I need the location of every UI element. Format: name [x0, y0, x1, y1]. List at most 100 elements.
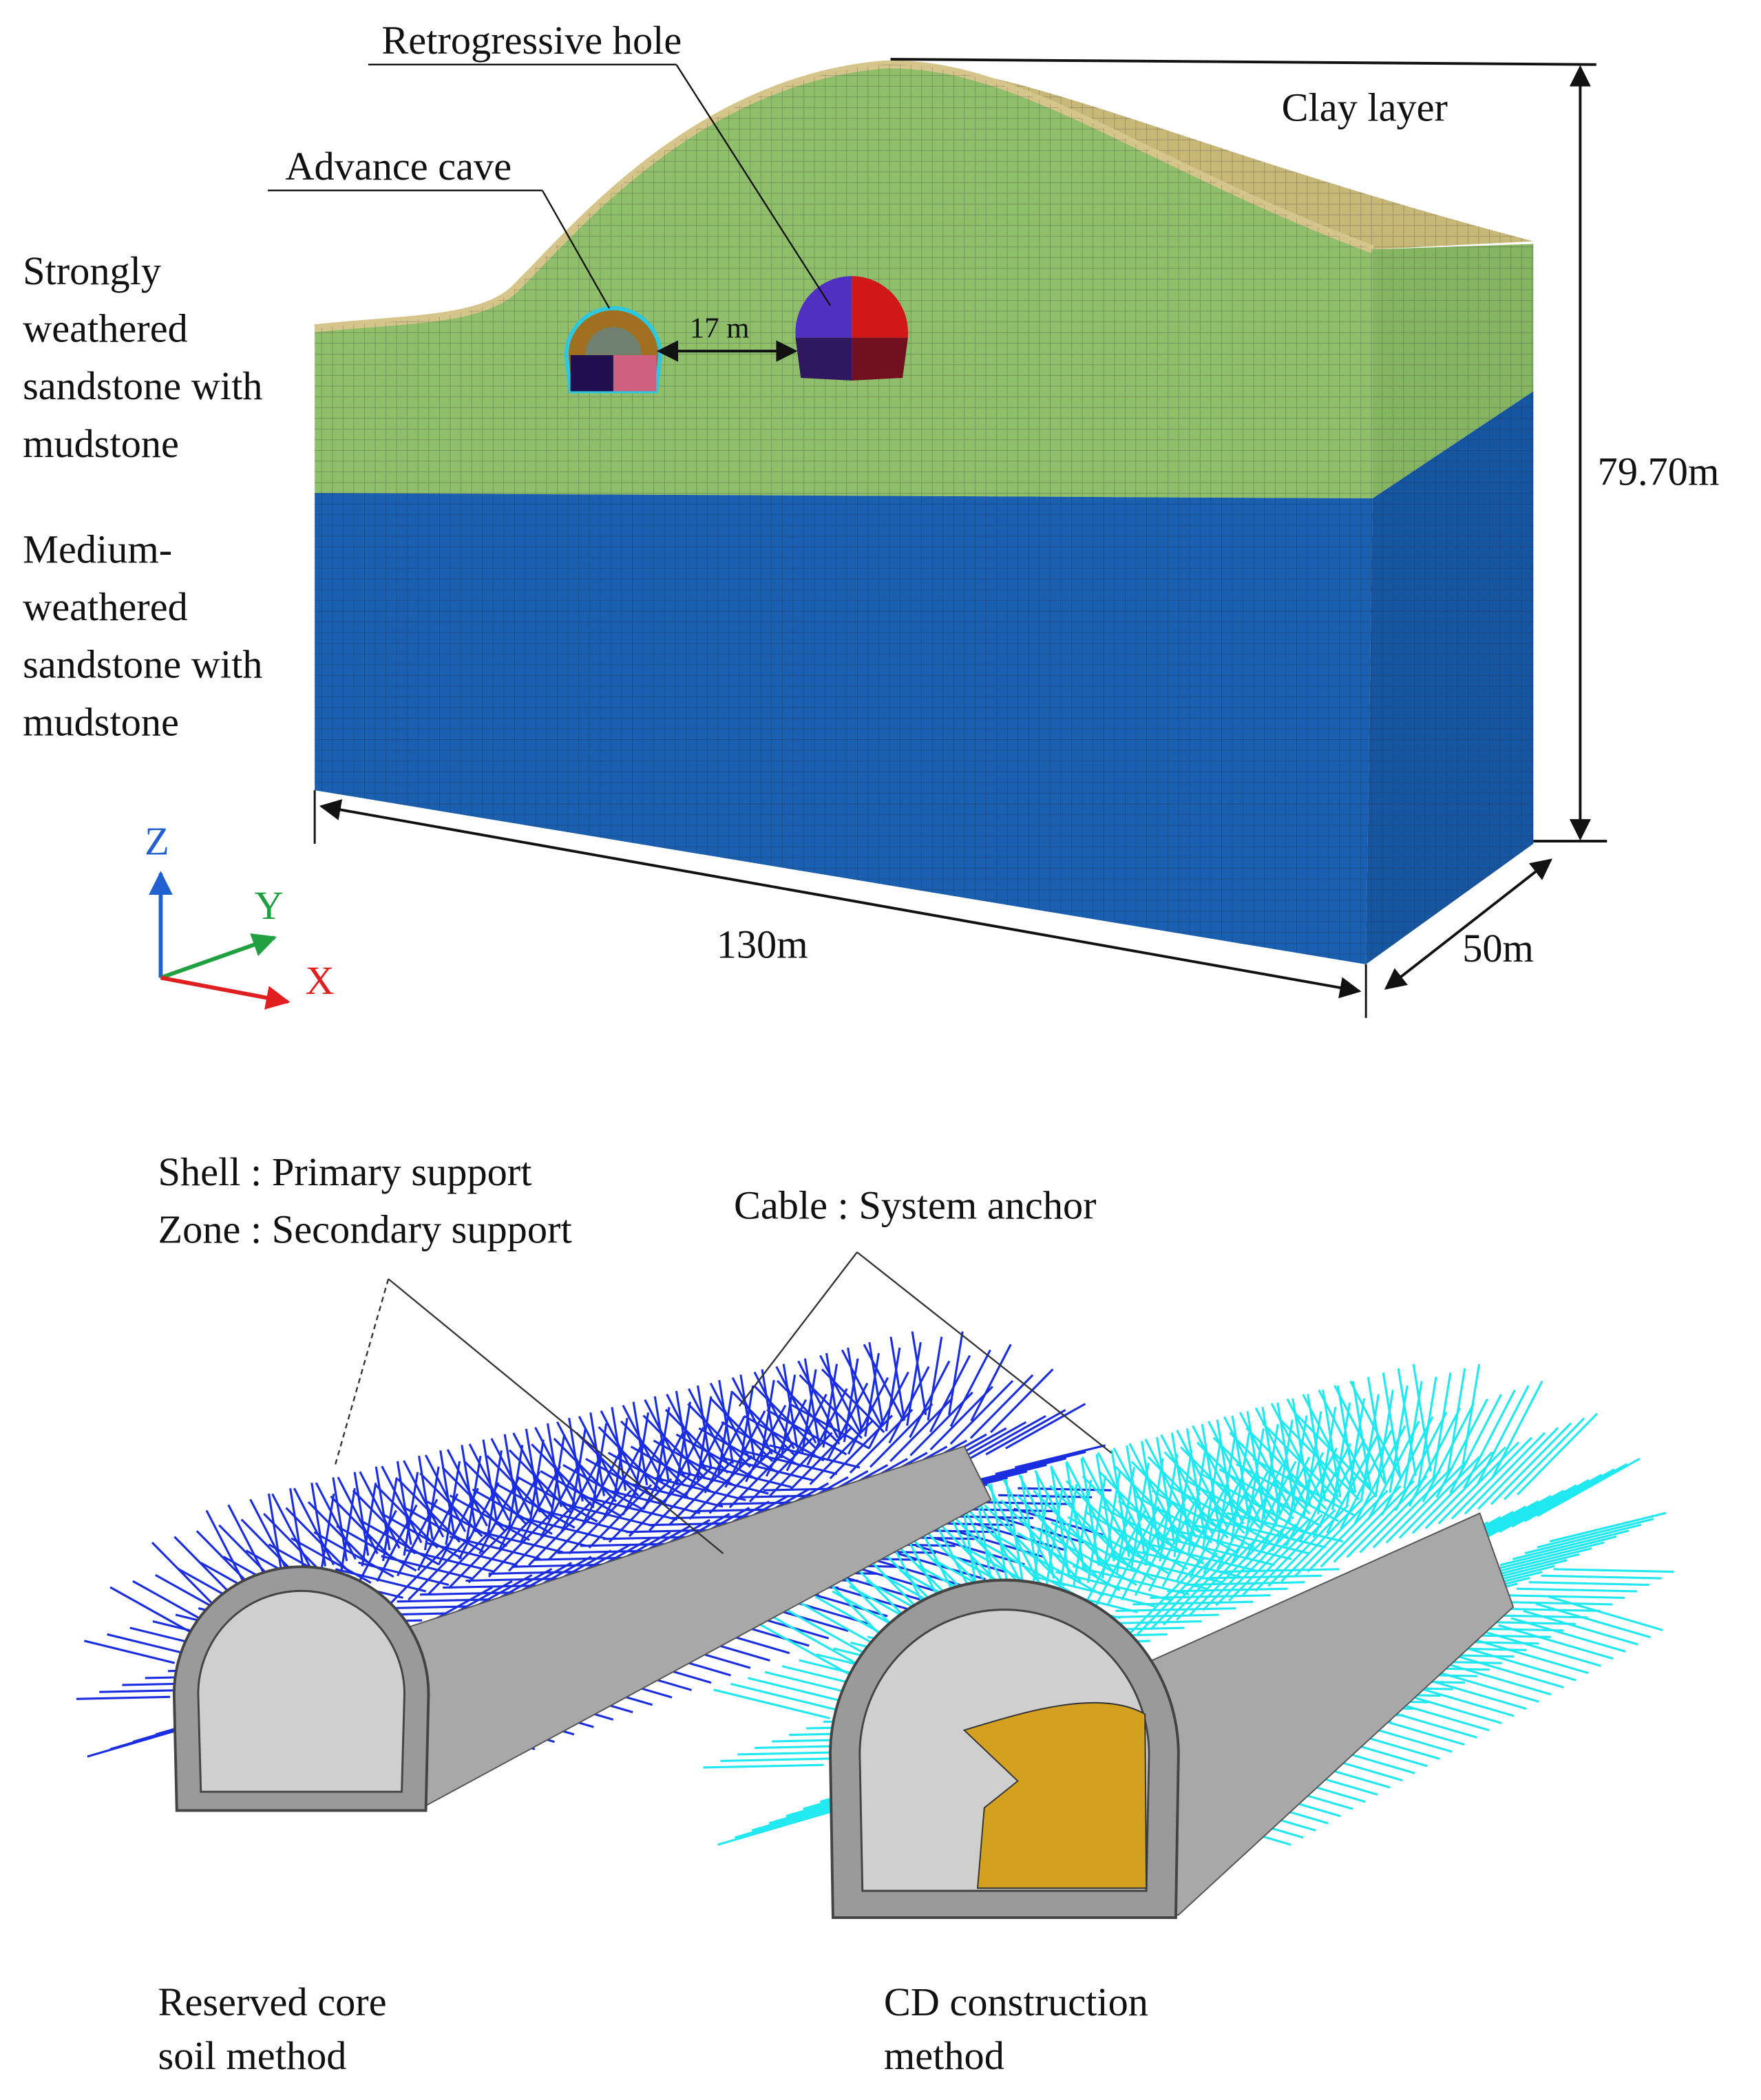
- anchor-cable: [1185, 1478, 1289, 1538]
- anchor-cable: [888, 1366, 930, 1444]
- leaders: [334, 1251, 1113, 1554]
- anchor-cable: [1065, 1461, 1119, 1560]
- anchor-cable: [1141, 1541, 1258, 1572]
- anchor-cable: [488, 1570, 582, 1575]
- anchor-cable: [929, 1386, 993, 1451]
- multiline-label: sandstone with: [23, 363, 262, 408]
- anchor-cable: [766, 1409, 847, 1456]
- anchor-cable: [482, 1439, 498, 1524]
- anchor-cable: [1553, 1568, 1674, 1573]
- anchor-cable: [1477, 1385, 1530, 1485]
- anchor-cable: [313, 1531, 394, 1578]
- anchor-cable: [948, 1331, 964, 1415]
- anchor-cable: [995, 1450, 1086, 1476]
- anchor-cable: [698, 1427, 779, 1474]
- anchor-cable: [556, 1421, 598, 1499]
- anchor-cable: [1417, 1377, 1437, 1485]
- anchor-cable: [739, 1375, 756, 1459]
- anchor-cable: [335, 1568, 427, 1593]
- anchor-cable: [1449, 1394, 1502, 1494]
- anchor-cable: [1144, 1439, 1197, 1538]
- anchor-cable: [1473, 1484, 1577, 1544]
- anchor-cable: [1235, 1463, 1340, 1523]
- anchor-cable: [1372, 1465, 1454, 1549]
- anchor-cable: [1150, 1594, 1271, 1600]
- anchor-cable: [1359, 1470, 1441, 1553]
- anchor-cable: [1055, 1571, 1172, 1602]
- anchor-cable: [777, 1379, 841, 1445]
- anchor-cable: [1512, 1529, 1630, 1560]
- anchor-cable: [498, 1471, 541, 1549]
- anchor-cable: [1477, 1427, 1559, 1510]
- tunnels: [172, 1445, 1515, 1919]
- anchor-cable: [1411, 1451, 1494, 1534]
- anchor-cable: [1170, 1432, 1191, 1540]
- anchor-cable: [495, 1522, 587, 1547]
- anchor-cable: [387, 1541, 452, 1606]
- anchor-cable: [1117, 1500, 1222, 1560]
- anchor-cable: [1422, 1403, 1475, 1503]
- anchor-cable: [446, 1449, 488, 1527]
- anchor-cable: [1209, 1518, 1327, 1549]
- anchor-cable: [1051, 1521, 1154, 1581]
- anchor-cable: [1288, 1415, 1308, 1523]
- anchor-cable: [799, 1374, 863, 1439]
- anchor-cable: [461, 1445, 477, 1529]
- anchor-cable: [632, 1483, 724, 1508]
- anchor-cable: [630, 1445, 712, 1492]
- anchor-cable: [1192, 1523, 1309, 1555]
- anchor-cable: [1050, 1465, 1103, 1565]
- anchor-cable: [1374, 1389, 1394, 1498]
- anchor-cable: [1049, 1485, 1131, 1568]
- anchor-cable: [732, 1391, 796, 1456]
- anchor-cable: [439, 1450, 455, 1534]
- anchor-cable: [1017, 1531, 1121, 1591]
- anchor-cable: [512, 1432, 554, 1510]
- anchor-cable: [472, 1529, 564, 1553]
- anchor-cable: [1516, 1412, 1599, 1496]
- anchor-cable: [642, 1432, 684, 1510]
- anchor-cable: [1137, 1552, 1219, 1635]
- anchor-cable: [668, 1461, 732, 1526]
- anchor-cable: [1424, 1667, 1539, 1703]
- anchor-cable: [775, 1366, 817, 1444]
- anchor-cable: [1072, 1565, 1190, 1596]
- anchor-cable: [1135, 1494, 1238, 1554]
- anchor-cable: [1261, 1422, 1344, 1505]
- anchor-cable: [359, 1471, 401, 1549]
- anchor-cable: [1229, 1432, 1311, 1515]
- support-label: Zone : Secondary support: [158, 1207, 572, 1252]
- anchor-cable: [1065, 1462, 1085, 1571]
- anchor-cable: [1000, 1537, 1104, 1597]
- anchor-cable: [359, 1518, 440, 1566]
- anchor-cable: [927, 1337, 943, 1421]
- anchor-cable: [508, 1449, 573, 1514]
- anchor-cable: [1473, 1638, 1589, 1675]
- anchor-cable: [426, 1500, 508, 1547]
- anchor-cable: [717, 1390, 733, 1475]
- multiline-label: CD construction: [884, 1980, 1148, 2024]
- anchor-cable: [315, 1482, 357, 1560]
- anchor-cable: [83, 1640, 176, 1664]
- anchor-cable: [289, 1488, 305, 1572]
- anchor-cable: [1005, 1403, 1086, 1450]
- anchor-cable: [949, 1379, 1014, 1445]
- anchor-cable: [517, 1476, 598, 1523]
- anchor-cable: [576, 1432, 640, 1497]
- anchor-cable: [381, 1555, 472, 1580]
- anchor-cable: [1004, 1479, 1025, 1588]
- anchor-cable: [688, 1388, 730, 1466]
- anchor-cable: [709, 1382, 752, 1461]
- anchor-cable: [1523, 1463, 1628, 1523]
- multiline-label: soil method: [158, 2033, 347, 2078]
- anchor-cable: [1461, 1645, 1577, 1682]
- anchor-cable: [655, 1476, 746, 1501]
- anchor-cable: [557, 1549, 651, 1554]
- anchor-cable: [1432, 1372, 1452, 1481]
- anchor-cable: [487, 1512, 552, 1578]
- anchor-cable: [1219, 1568, 1340, 1573]
- anchor-cable: [967, 1509, 1049, 1592]
- anchor-cable: [1201, 1574, 1322, 1580]
- anchor-cable: [468, 1443, 510, 1521]
- anchor-cable: [664, 1408, 729, 1474]
